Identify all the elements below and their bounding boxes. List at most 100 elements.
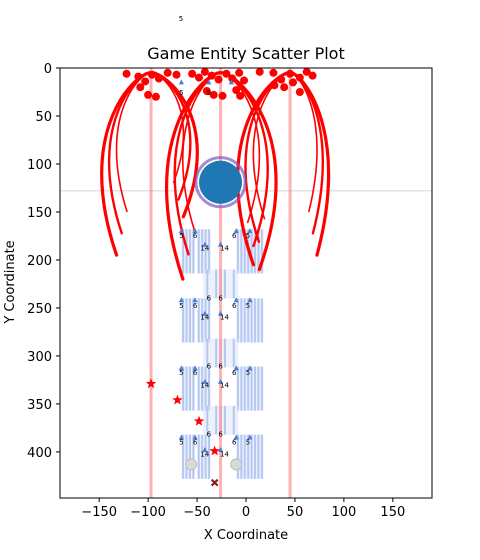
blue-triangle-marker [192, 228, 198, 234]
blue-triangle-marker [178, 434, 184, 440]
blue-triangle-marker [233, 297, 239, 303]
chart-title: Game Entity Scatter Plot [147, 44, 344, 63]
red-dot [269, 68, 278, 77]
red-dot [235, 68, 244, 77]
blue-block-fill [197, 434, 211, 479]
outside-number-label: 5 [179, 15, 183, 23]
red-dot [195, 73, 204, 82]
entity-number-label: 6 [207, 431, 212, 439]
blue-triangle-marker [192, 365, 198, 371]
y-tick-label: 150 [27, 206, 52, 221]
blue-triangle-marker [217, 447, 224, 453]
blue-triangle-marker [202, 447, 208, 453]
red-dot [134, 72, 143, 81]
blue-block-fill [197, 298, 211, 343]
red-star-marker [145, 378, 157, 389]
blue-block-fill [197, 366, 211, 411]
blue-block-fill [236, 298, 250, 343]
blue-triangle-marker [202, 378, 208, 384]
blue-block [202, 405, 239, 435]
red-arc [288, 71, 331, 257]
entity-number-label: 5 [246, 232, 250, 240]
entity-circle [199, 160, 243, 204]
y-axis-title: Y Coordinate [3, 240, 18, 324]
entity-number-label: 5 [179, 369, 183, 377]
red-dot [308, 71, 317, 80]
blue-triangle-marker [192, 297, 198, 303]
red-dot [228, 74, 237, 83]
blue-triangle-marker [228, 79, 234, 85]
blue-block [236, 366, 250, 411]
red-arc [236, 71, 292, 267]
entity-number-label: 5 [207, 89, 211, 97]
blue-block [197, 434, 211, 479]
entity-number-label: 5 [179, 302, 183, 310]
gray-dot [230, 458, 243, 471]
blue-triangle-marker [247, 297, 253, 303]
red-dot [200, 68, 209, 76]
blue-block [181, 366, 196, 411]
blue-triangle-marker [247, 434, 253, 440]
entity-number-label: 6 [218, 431, 223, 439]
red-dot [302, 68, 311, 76]
red-dot [202, 87, 211, 96]
y-tick-label: 200 [27, 254, 52, 269]
entity-number-label: 5 [179, 232, 183, 240]
blue-block [249, 366, 264, 411]
blue-block-fill [181, 366, 196, 411]
blue-triangle-marker [247, 365, 253, 371]
entity-number-label: 5 [246, 302, 250, 310]
blue-triangle-marker [178, 228, 184, 234]
blue-triangle-marker [233, 434, 239, 440]
red-dot [236, 91, 245, 100]
blue-triangle-marker [217, 310, 224, 316]
y-tick-label: 400 [27, 446, 52, 461]
entity-number-label: 5 [179, 438, 183, 446]
blue-triangle-marker [206, 79, 212, 85]
entity-number-label: 6 [218, 362, 223, 370]
red-dot [277, 75, 286, 84]
blue-triangle-marker [202, 241, 208, 247]
blue-block [197, 366, 211, 411]
red-arc-stroke [252, 71, 291, 220]
x-tick-label: 0 [242, 505, 250, 520]
red-dot [172, 70, 181, 79]
blue-triangle-marker [178, 79, 184, 85]
entity-number-label: 6 [193, 438, 198, 446]
blue-block [249, 298, 264, 343]
entity-number-label: 14 [220, 244, 229, 252]
blue-block [202, 269, 239, 299]
red-dot [295, 73, 304, 82]
entity-number-label: 6 [193, 369, 198, 377]
red-star-marker [209, 445, 220, 456]
red-dot [240, 76, 249, 85]
blue-triangle-marker [233, 228, 239, 234]
entity-number-label: 6 [207, 294, 212, 302]
red-star-marker [193, 415, 205, 426]
entity-circle-halo [194, 156, 247, 209]
blue-block [236, 298, 250, 343]
entity-number-label: 5 [246, 369, 250, 377]
blue-block-fill [202, 269, 239, 299]
red-dot [154, 74, 163, 83]
blue-triangle-marker [202, 310, 208, 316]
entity-number-label: 6 [193, 232, 198, 240]
red-arc-stroke [115, 71, 152, 213]
gray-dot [185, 458, 198, 471]
blue-block [197, 298, 211, 343]
red-dot [218, 91, 227, 100]
entity-number-label: 6 [232, 438, 237, 446]
entity-number-label: 6 [193, 302, 198, 310]
y-tick-label: 350 [27, 398, 52, 413]
blue-block-fill [249, 298, 264, 343]
red-dot [286, 69, 295, 78]
blue-triangle-marker [192, 434, 198, 440]
blue-triangle-marker [233, 365, 239, 371]
entity-number-label: 6 [207, 362, 212, 370]
red-dot [222, 69, 231, 78]
plot-frame [59, 67, 433, 499]
x-tick-label: 100 [331, 505, 356, 520]
blue-block-fill [202, 405, 239, 435]
blue-block-fill [197, 229, 211, 274]
entity-number-label: 5 [246, 438, 250, 446]
